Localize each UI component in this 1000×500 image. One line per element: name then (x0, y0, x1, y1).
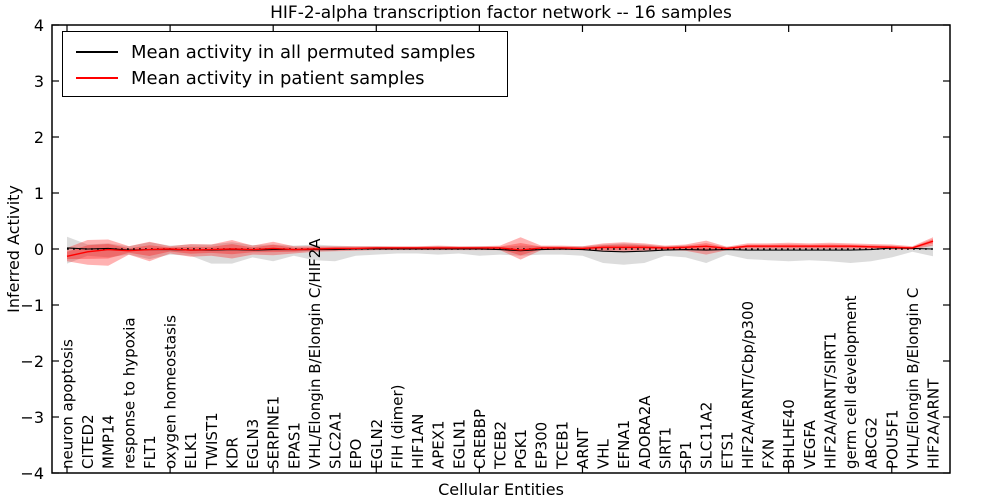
x-category-label: VHL (595, 438, 613, 469)
x-category-label: CITED2 (79, 414, 97, 469)
legend-line-patient-icon (76, 77, 118, 79)
y-tick-label: −3 (20, 408, 44, 427)
x-category-label: EPAS1 (285, 422, 303, 469)
x-category-label: MMP14 (100, 415, 118, 469)
y-tick-label: 1 (34, 184, 44, 203)
x-category-label: APEX1 (430, 420, 448, 469)
patient-std-band (67, 237, 933, 266)
x-category-label: SP1 (677, 441, 695, 469)
x-category-label: TCEB1 (553, 421, 571, 470)
x-category-label: KDR (224, 437, 242, 469)
x-category-label: TCEB2 (492, 421, 510, 470)
x-category-label: VEGFA (801, 419, 819, 469)
x-category-label: PGK1 (512, 429, 530, 469)
x-category-label: SLC11A2 (698, 402, 716, 469)
y-tick-label: −4 (20, 464, 44, 483)
x-category-label: oxygen homeostasis (162, 315, 180, 469)
x-category-label: EFNA1 (615, 420, 633, 469)
x-category-label: ABCG2 (863, 417, 881, 469)
x-category-label: ARNT (574, 427, 592, 469)
legend-label-permuted: Mean activity in all permuted samples (131, 41, 476, 63)
x-axis-label: Cellular Entities (438, 480, 564, 499)
legend: Mean activity in all permuted samples Me… (62, 31, 508, 97)
y-tick-label: 0 (34, 240, 44, 259)
x-category-label: ADORA2A (636, 395, 654, 469)
x-category-label: SIRT1 (657, 427, 675, 469)
y-tick-label: 4 (34, 16, 44, 35)
x-category-label: HIF2A/ARNT/SIRT1 (821, 332, 839, 469)
x-category-label: EP300 (533, 422, 551, 469)
y-tick-label: −1 (20, 296, 44, 315)
x-category-label: ETS1 (718, 431, 736, 469)
x-category-label: SLC2A1 (327, 411, 345, 469)
x-category-label: neuron apoptosis (59, 339, 77, 469)
x-category-label: FXN (760, 439, 778, 469)
y-tick-label: −2 (20, 352, 44, 371)
x-category-label: ELK1 (182, 432, 200, 469)
chart-title: HIF-2-alpha transcription factor network… (270, 3, 732, 23)
permuted-std-band (67, 236, 933, 265)
x-category-label: TWIST1 (203, 412, 221, 470)
x-category-label: FLT1 (141, 435, 159, 469)
x-category-label: POU5F1 (883, 409, 901, 469)
x-category-label: VHL/Elongin B/Elongin C (904, 288, 922, 469)
legend-row-patient: Mean activity in patient samples (63, 65, 507, 91)
x-category-label: HIF1AN (409, 414, 427, 469)
x-category-label: HIF2A/ARNT (925, 378, 943, 469)
y-tick-label: 3 (34, 72, 44, 91)
x-category-label: EPO (347, 439, 365, 469)
x-category-label: response to hypoxia (120, 317, 138, 469)
patient-mean-line (66, 240, 934, 257)
x-category-label: HIF2A/ARNT/Cbp/p300 (739, 301, 757, 469)
x-category-label: germ cell development (842, 295, 860, 469)
x-category-label: EGLN1 (450, 419, 468, 469)
x-category-label: CREBBP (471, 409, 489, 469)
legend-row-permuted: Mean activity in all permuted samples (63, 39, 507, 65)
y-tick-label: 2 (34, 128, 44, 147)
x-category-label: EGLN2 (368, 419, 386, 469)
x-category-label: EGLN3 (244, 419, 262, 469)
legend-line-permuted-icon (76, 51, 118, 53)
x-category-label: VHL/Elongin B/Elongin C/HIF2A (306, 238, 324, 469)
legend-label-patient: Mean activity in patient samples (131, 67, 425, 89)
x-category-label: BHLHE40 (780, 399, 798, 469)
x-category-label: SERPINE1 (265, 396, 283, 469)
x-category-label: FIH (dimer) (388, 385, 406, 470)
